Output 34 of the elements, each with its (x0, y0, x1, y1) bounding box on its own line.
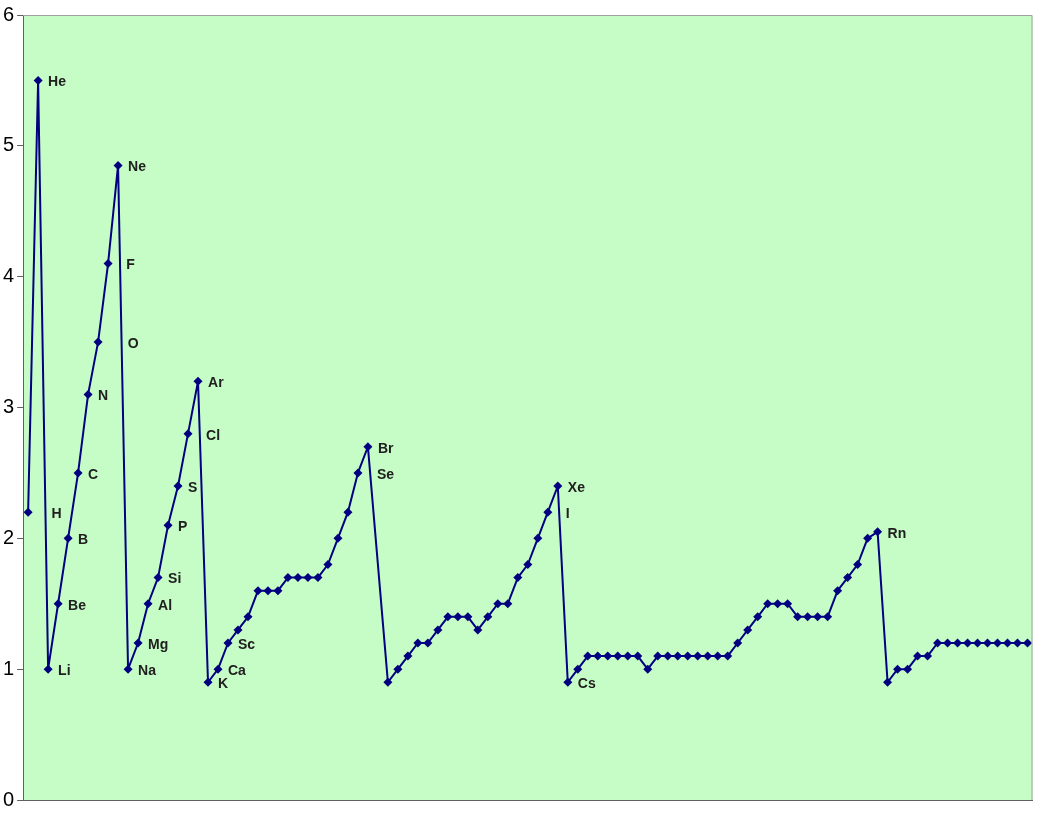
y-tick-label: 2 (3, 525, 15, 548)
data-label: H (51, 505, 62, 522)
data-label: Ar (208, 374, 225, 391)
y-tick-label: 0 (3, 787, 15, 810)
data-label: C (88, 465, 99, 482)
data-label: Cl (206, 426, 221, 443)
data-label: Ne (128, 158, 147, 175)
data-label: Mg (148, 635, 169, 652)
y-tick-label: 4 (3, 264, 15, 287)
data-label: O (127, 334, 139, 351)
y-tick-label: 5 (3, 133, 15, 156)
data-label: B (78, 531, 89, 548)
y-tick-label: 6 (3, 2, 15, 25)
data-label: Xe (567, 478, 586, 495)
data-label: I (565, 505, 570, 522)
data-label: Be (68, 596, 87, 613)
data-label: Na (138, 662, 157, 679)
data-label: He (48, 73, 67, 90)
data-label: Al (158, 596, 173, 613)
data-label: F (126, 256, 136, 273)
y-tick-label: 1 (3, 656, 15, 679)
data-label: Cs (577, 675, 596, 692)
data-label: Rn (887, 524, 907, 541)
data-label: P (178, 518, 188, 535)
data-label: K (218, 675, 229, 692)
data-label: Si (168, 570, 182, 587)
data-label: N (98, 387, 109, 404)
data-label: Se (376, 465, 395, 482)
data-label: S (188, 478, 198, 495)
data-label: Li (58, 662, 71, 679)
data-label: Br (377, 439, 395, 456)
data-label: Sc (238, 635, 256, 652)
data-label: Ca (228, 662, 247, 679)
y-tick-label: 3 (3, 395, 15, 418)
